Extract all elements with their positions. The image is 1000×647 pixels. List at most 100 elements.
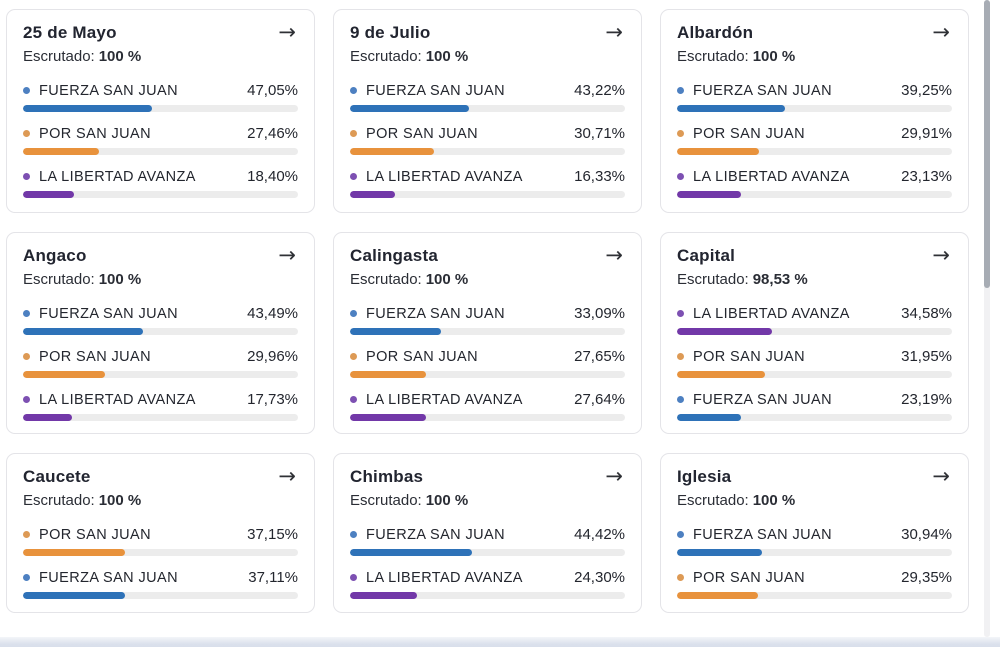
party-color-dot-icon (677, 87, 684, 94)
party-percent: 34,58% (901, 305, 952, 322)
party-progress-fill (23, 414, 72, 421)
party-rows: FUERZA SAN JUAN 30,94% POR SAN JUAN 29,3… (677, 526, 952, 599)
party-name: POR SAN JUAN (366, 348, 478, 365)
party-progress-bar (677, 371, 952, 378)
party-name: FUERZA SAN JUAN (693, 391, 832, 408)
party-progress-fill (23, 328, 143, 335)
party-progress-bar (677, 328, 952, 335)
party-progress-bar (23, 105, 298, 112)
card-header: 25 de Mayo → (23, 20, 298, 44)
party-progress-bar (23, 148, 298, 155)
party-result-row: FUERZA SAN JUAN 37,11% (23, 569, 298, 599)
party-rows: POR SAN JUAN 37,15% FUERZA SAN JUAN 37,1… (23, 526, 298, 599)
party-result-row: LA LIBERTAD AVANZA 34,58% (677, 305, 952, 335)
party-progress-fill (23, 191, 74, 198)
party-percent: 23,13% (901, 168, 952, 185)
party-progress-bar (677, 549, 952, 556)
escrutado-value: 100 % (425, 271, 469, 288)
scrollbar-thumb[interactable] (984, 0, 990, 288)
escrutado-value: 100 % (425, 48, 469, 65)
party-name: LA LIBERTAD AVANZA (693, 305, 850, 322)
party-result-row: FUERZA SAN JUAN 43,49% (23, 305, 298, 335)
open-department-button[interactable]: → (603, 464, 625, 488)
escrutado-label: Escrutado: (350, 48, 422, 65)
party-name: LA LIBERTAD AVANZA (366, 391, 523, 408)
escrutado-label: Escrutado: (350, 271, 422, 288)
party-progress-bar (23, 549, 298, 556)
department-title: Albardón (677, 23, 754, 42)
open-department-button[interactable]: → (276, 20, 298, 44)
escrutado-line: Escrutado: 98,53 % (677, 271, 952, 288)
party-progress-fill (677, 148, 760, 155)
open-department-button[interactable]: → (276, 243, 298, 267)
party-name: FUERZA SAN JUAN (39, 305, 178, 322)
party-name: FUERZA SAN JUAN (366, 82, 505, 99)
party-result-row: LA LIBERTAD AVANZA 17,73% (23, 391, 298, 421)
escrutado-line: Escrutado: 100 % (677, 492, 952, 509)
party-color-dot-icon (23, 353, 30, 360)
party-progress-fill (350, 191, 395, 198)
department-title: Angaco (23, 246, 87, 265)
escrutado-label: Escrutado: (23, 48, 95, 65)
party-name: POR SAN JUAN (693, 569, 805, 586)
party-progress-bar (23, 414, 298, 421)
open-department-button[interactable]: → (930, 22, 952, 43)
party-progress-bar (23, 191, 298, 198)
party-percent: 27,64% (574, 391, 625, 408)
open-department-button[interactable]: → (930, 245, 952, 266)
department-title: Caucete (23, 467, 91, 486)
arrow-right-icon: → (278, 243, 296, 267)
party-percent: 23,19% (901, 391, 952, 408)
department-card: Caucete → Escrutado: 100 % POR SAN JUAN 3… (6, 453, 315, 613)
arrow-right-icon: → (605, 243, 623, 267)
party-progress-bar (350, 414, 625, 421)
party-result-row: POR SAN JUAN 27,46% (23, 125, 298, 155)
party-result-row: LA LIBERTAD AVANZA 16,33% (350, 168, 625, 198)
arrow-right-icon: → (932, 464, 950, 488)
open-department-button[interactable]: → (930, 464, 952, 488)
party-progress-bar (23, 371, 298, 378)
party-progress-fill (350, 549, 473, 556)
party-progress-fill (677, 414, 741, 421)
party-color-dot-icon (23, 310, 30, 317)
party-progress-bar (677, 105, 952, 112)
party-progress-bar (23, 328, 298, 335)
arrow-right-icon: → (605, 20, 623, 44)
party-name: FUERZA SAN JUAN (693, 526, 832, 543)
arrow-right-icon: → (605, 464, 623, 488)
party-name: POR SAN JUAN (39, 348, 151, 365)
party-result-row: FUERZA SAN JUAN 23,19% (677, 391, 952, 421)
party-rows: FUERZA SAN JUAN 33,09% POR SAN JUAN 27,6… (350, 305, 625, 421)
party-color-dot-icon (350, 396, 357, 403)
open-department-button[interactable]: → (603, 20, 625, 44)
department-card: 9 de Julio → Escrutado: 100 % FUERZA SAN … (333, 9, 642, 213)
party-result-row: LA LIBERTAD AVANZA 23,13% (677, 168, 952, 198)
arrow-right-icon: → (278, 20, 296, 44)
escrutado-value: 100 % (98, 492, 142, 509)
party-progress-bar (23, 592, 298, 599)
escrutado-value: 100 % (425, 492, 469, 509)
party-name: LA LIBERTAD AVANZA (366, 168, 523, 185)
open-department-button[interactable]: → (276, 466, 298, 487)
card-header: Calingasta → (350, 243, 625, 267)
department-card: Chimbas → Escrutado: 100 % FUERZA SAN JUA… (333, 453, 642, 613)
party-progress-fill (350, 328, 441, 335)
party-progress-fill (350, 371, 427, 378)
open-department-button[interactable]: → (603, 243, 625, 267)
department-title: 9 de Julio (350, 23, 431, 42)
party-name: LA LIBERTAD AVANZA (693, 168, 850, 185)
party-percent: 39,25% (901, 82, 952, 99)
party-result-row: FUERZA SAN JUAN 39,25% (677, 82, 952, 112)
department-card: Capital → Escrutado: 98,53 % LA LIBERTAD … (660, 232, 969, 434)
cards-grid: 25 de Mayo → Escrutado: 100 % FUERZA SAN … (6, 9, 969, 613)
party-result-row: POR SAN JUAN 29,35% (677, 569, 952, 599)
party-result-row: POR SAN JUAN 29,91% (677, 125, 952, 155)
party-progress-bar (677, 414, 952, 421)
party-color-dot-icon (23, 531, 30, 538)
party-percent: 43,22% (574, 82, 625, 99)
party-color-dot-icon (677, 531, 684, 538)
party-color-dot-icon (677, 353, 684, 360)
scrollbar-track[interactable] (984, 0, 990, 637)
card-header: Chimbas → (350, 464, 625, 488)
party-progress-bar (677, 592, 952, 599)
